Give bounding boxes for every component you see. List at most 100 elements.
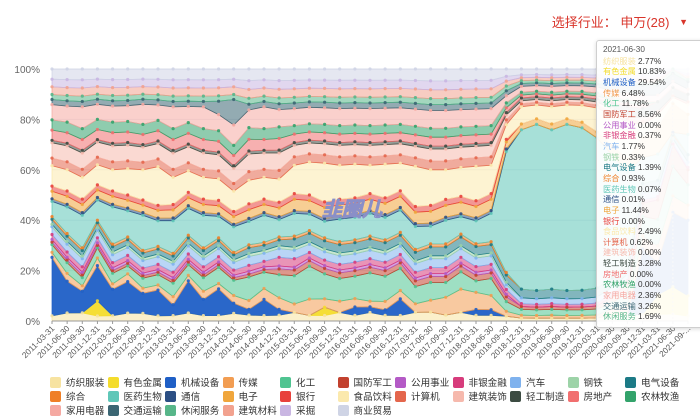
data-point	[95, 92, 99, 96]
data-point	[141, 276, 145, 280]
data-point	[80, 127, 84, 131]
data-point	[232, 189, 236, 193]
legend-item[interactable]: 建筑装饰	[452, 389, 507, 403]
legend-swatch	[165, 391, 176, 402]
legend-item[interactable]: 公用事业	[395, 375, 449, 389]
data-point	[519, 90, 524, 94]
data-point	[247, 254, 251, 259]
legend-item[interactable]: 商业贸易	[337, 403, 392, 417]
legend-label: 建筑材料	[238, 406, 277, 417]
data-point	[50, 225, 54, 229]
data-point	[580, 308, 584, 312]
data-point	[550, 79, 554, 83]
legend-item[interactable]: 计算机	[395, 389, 440, 403]
legend-item[interactable]: 通信	[165, 389, 200, 403]
data-point	[535, 316, 539, 320]
legend-item[interactable]: 非银金融	[452, 375, 507, 389]
data-point	[277, 215, 281, 219]
legend-item[interactable]: 电气设备	[625, 375, 679, 389]
data-point	[504, 147, 508, 151]
data-point	[262, 270, 266, 274]
data-point	[247, 275, 251, 279]
legend-item[interactable]: 机械设备	[165, 375, 219, 389]
data-point	[262, 197, 266, 201]
data-point	[398, 86, 402, 90]
data-point	[217, 113, 221, 117]
data-point	[519, 99, 524, 103]
data-point	[50, 189, 54, 193]
data-point	[80, 94, 84, 98]
tooltip-row: 电气设备 1.39%	[603, 163, 699, 174]
data-point	[217, 214, 221, 218]
tooltip-row-name: 汽车	[603, 141, 620, 151]
data-point	[201, 248, 205, 253]
data-point	[565, 75, 569, 79]
legend-item[interactable]: 休闲服务	[165, 403, 219, 417]
data-point	[580, 313, 584, 317]
data-point	[201, 78, 205, 82]
industry-selector[interactable]: 选择行业： 申万(28) ▼	[552, 12, 688, 31]
data-point	[50, 141, 54, 145]
data-point	[323, 236, 327, 240]
legend-item[interactable]: 交通运输	[107, 403, 162, 417]
industry-selector-label: 选择行业：	[551, 15, 617, 30]
legend-item[interactable]: 汽车	[510, 375, 545, 389]
data-point	[80, 78, 84, 82]
legend-item[interactable]: 化工	[280, 375, 315, 389]
chevron-down-icon[interactable]: ▼	[679, 17, 688, 27]
legend-item[interactable]: 轻工制造	[510, 389, 564, 403]
data-point	[307, 229, 311, 233]
legend-item[interactable]: 食品饮料	[337, 389, 392, 403]
data-point	[277, 244, 281, 248]
data-point	[111, 242, 115, 246]
data-point	[186, 263, 190, 267]
legend-item[interactable]: 钢铁	[567, 375, 603, 389]
data-point	[413, 247, 417, 251]
data-point	[126, 167, 130, 171]
data-point	[504, 84, 508, 88]
data-point	[550, 76, 554, 80]
data-point	[413, 204, 417, 209]
data-point	[504, 292, 508, 296]
data-point	[307, 105, 311, 109]
legend-item[interactable]: 银行	[280, 389, 315, 403]
data-point	[565, 288, 569, 293]
legend-item[interactable]: 电子	[222, 389, 258, 403]
legend-item[interactable]: 传媒	[222, 375, 258, 389]
data-point	[398, 241, 402, 246]
legend-item[interactable]: 有色金属	[107, 375, 162, 389]
data-point	[444, 295, 448, 299]
data-point	[519, 287, 524, 291]
data-point	[217, 129, 221, 133]
data-point	[262, 243, 266, 247]
data-point	[50, 197, 54, 201]
data-point	[65, 234, 69, 238]
data-point	[95, 198, 99, 202]
data-point	[262, 259, 266, 263]
legend-item[interactable]: 综合	[50, 389, 85, 403]
legend-item[interactable]: 纺织服装	[50, 375, 104, 389]
data-point	[111, 205, 115, 209]
data-point	[247, 243, 251, 247]
data-point	[489, 67, 493, 71]
legend-swatch	[625, 391, 636, 402]
data-point	[383, 162, 387, 166]
data-point	[156, 203, 160, 207]
data-point	[156, 118, 160, 122]
data-point	[50, 138, 54, 142]
legend-item[interactable]: 家用电器	[50, 403, 104, 417]
legend-item[interactable]: 国防军工	[337, 375, 392, 389]
legend-item[interactable]: 建筑材料	[222, 403, 277, 417]
tooltip-row: 通信 0.01%	[603, 195, 699, 206]
legend-item[interactable]: 农林牧渔	[625, 389, 679, 403]
data-point	[413, 156, 417, 160]
data-point	[459, 157, 463, 161]
data-point	[65, 250, 69, 254]
legend-item[interactable]: 采掘	[280, 403, 315, 417]
legend-item[interactable]: 房地产	[567, 389, 612, 403]
data-point	[126, 140, 130, 145]
data-point	[65, 67, 69, 71]
data-point	[247, 252, 251, 256]
legend-item[interactable]: 医药生物	[107, 389, 162, 403]
